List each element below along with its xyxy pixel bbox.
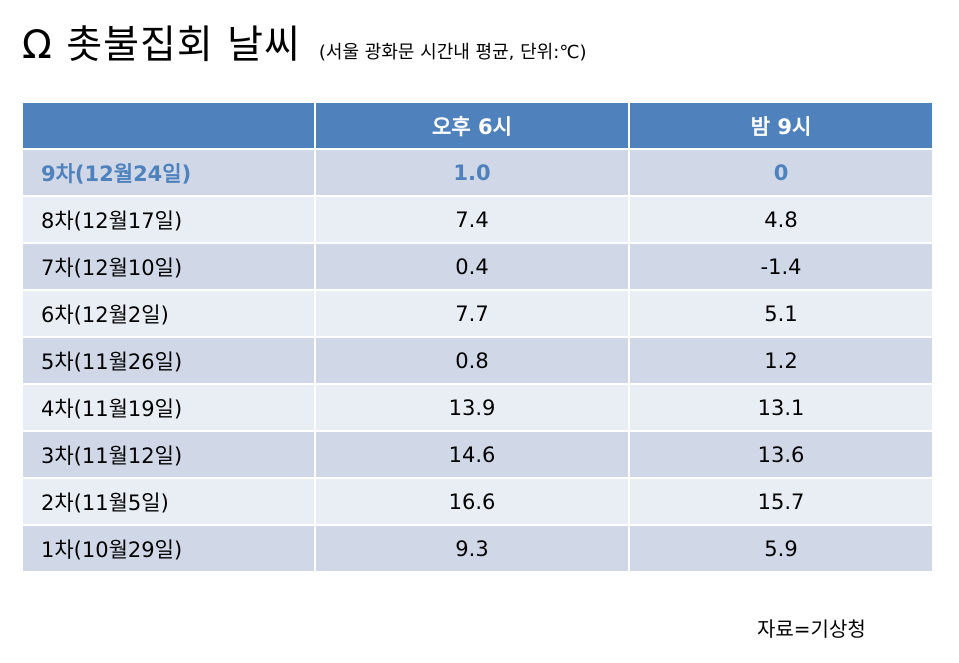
row-label: 4차(11월19일) (21, 383, 316, 432)
cell-9pm: 5.9 (628, 524, 934, 573)
row-label: 8차(12월17일) (21, 195, 316, 244)
row-label: 5차(11월26일) (21, 336, 316, 385)
table-row: 7차(12월10일) 0.4 -1.4 (21, 242, 934, 291)
table-body: 9차(12월24일) 1.0 0 8차(12월17일) 7.4 4.8 7차(1… (21, 148, 934, 573)
header-row: 오후 6시 밤 9시 (21, 101, 934, 150)
row-label: 7차(12월10일) (21, 242, 316, 291)
cell-6pm: 9.3 (314, 524, 630, 573)
cell-6pm: 0.8 (314, 336, 630, 385)
cell-9pm: 4.8 (628, 195, 934, 244)
cell-9pm: 13.6 (628, 430, 934, 479)
cell-6pm: 7.4 (314, 195, 630, 244)
table-row: 2차(11월5일) 16.6 15.7 (21, 477, 934, 526)
page-subtitle: (서울 광화문 시간내 평균, 단위:℃) (318, 42, 587, 63)
cell-9pm: 13.1 (628, 383, 934, 432)
table-row: 3차(11월12일) 14.6 13.6 (21, 430, 934, 479)
cell-6pm: 14.6 (314, 430, 630, 479)
cell-6pm: 0.4 (314, 242, 630, 291)
row-label: 6차(12월2일) (21, 289, 316, 338)
cell-9pm: 0 (628, 148, 934, 197)
table-row: 8차(12월17일) 7.4 4.8 (21, 195, 934, 244)
row-label: 1차(10월29일) (21, 524, 316, 573)
table-row: 1차(10월29일) 9.3 5.9 (21, 524, 934, 573)
weather-table: 오후 6시 밤 9시 9차(12월24일) 1.0 0 8차(12월17일) 7… (21, 101, 934, 573)
row-label: 3차(11월12일) (21, 430, 316, 479)
cell-6pm: 7.7 (314, 289, 630, 338)
table-row: 6차(12월2일) 7.7 5.1 (21, 289, 934, 338)
table-row: 4차(11월19일) 13.9 13.1 (21, 383, 934, 432)
page-title: Ω 촛불집회 날씨 (22, 23, 301, 68)
table-row: 5차(11월26일) 0.8 1.2 (21, 336, 934, 385)
cell-6pm: 1.0 (314, 148, 630, 197)
header-cell-6pm: 오후 6시 (314, 101, 630, 150)
title-row: Ω 촛불집회 날씨 (서울 광화문 시간내 평균, 단위:℃) (22, 14, 587, 70)
header-cell-9pm: 밤 9시 (628, 101, 934, 150)
row-label: 2차(11월5일) (21, 477, 316, 526)
cell-6pm: 16.6 (314, 477, 630, 526)
cell-9pm: 5.1 (628, 289, 934, 338)
cell-9pm: 1.2 (628, 336, 934, 385)
source-note: 자료=기상청 (757, 617, 866, 641)
table-row: 9차(12월24일) 1.0 0 (21, 148, 934, 197)
row-label: 9차(12월24일) (21, 148, 316, 197)
cell-6pm: 13.9 (314, 383, 630, 432)
cell-9pm: 15.7 (628, 477, 934, 526)
header-cell-round (21, 101, 316, 150)
cell-9pm: -1.4 (628, 242, 934, 291)
